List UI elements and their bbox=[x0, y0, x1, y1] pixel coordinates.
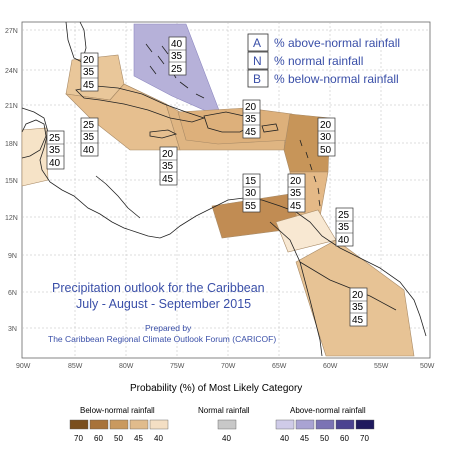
svg-text:35: 35 bbox=[338, 222, 350, 233]
legend-key: B bbox=[253, 72, 261, 86]
lat-tick: 9N bbox=[8, 253, 17, 260]
lat-tick: 6N bbox=[8, 290, 17, 297]
svg-text:40: 40 bbox=[154, 434, 163, 443]
svg-text:45: 45 bbox=[134, 434, 143, 443]
svg-text:20: 20 bbox=[290, 176, 302, 187]
prob-box-guianas: 20 35 45 bbox=[349, 287, 368, 327]
svg-text:50: 50 bbox=[320, 434, 329, 443]
legend-text: % normal rainfall bbox=[274, 54, 363, 68]
lat-tick: 18N bbox=[5, 141, 18, 148]
prob-box-bahamas-north: 40 35 25 bbox=[168, 36, 187, 76]
lat-tick: 15N bbox=[5, 178, 18, 185]
svg-text:70: 70 bbox=[74, 434, 83, 443]
category-legend: A % above-normal rainfall N % normal rai… bbox=[247, 33, 400, 88]
title-line2: July - August - September 2015 bbox=[76, 297, 251, 311]
svg-text:45: 45 bbox=[300, 434, 309, 443]
svg-text:55: 55 bbox=[245, 201, 257, 212]
legend-text: % below-normal rainfall bbox=[274, 72, 399, 86]
svg-text:35: 35 bbox=[245, 114, 257, 125]
above-swatches bbox=[275, 419, 375, 430]
lon-tick: 50W bbox=[420, 363, 435, 370]
svg-text:40: 40 bbox=[49, 158, 61, 169]
svg-text:35: 35 bbox=[290, 188, 302, 199]
lon-tick: 55W bbox=[374, 363, 389, 370]
lon-tick: 65W bbox=[272, 363, 287, 370]
normal-swatch bbox=[217, 419, 237, 430]
legend-title: Probability (%) of Most Likely Category bbox=[130, 383, 302, 394]
svg-text:35: 35 bbox=[352, 302, 364, 313]
latitude-ticks: 27N 24N 21N 18N 15N 12N 9N 6N 3N bbox=[5, 28, 18, 333]
svg-text:35: 35 bbox=[171, 51, 183, 62]
probability-legend: Probability (%) of Most Likely Category … bbox=[69, 383, 375, 443]
below-swatches bbox=[69, 419, 169, 430]
svg-text:45: 45 bbox=[290, 201, 302, 212]
prob-box-windward-islands: 20 35 45 bbox=[287, 173, 306, 213]
svg-text:25: 25 bbox=[338, 210, 350, 221]
svg-text:25: 25 bbox=[171, 64, 183, 75]
svg-text:15: 15 bbox=[245, 176, 257, 187]
lon-tick: 60W bbox=[323, 363, 338, 370]
svg-text:20: 20 bbox=[245, 102, 257, 113]
svg-text:70: 70 bbox=[360, 434, 369, 443]
lon-tick: 70W bbox=[221, 363, 236, 370]
lon-tick: 80W bbox=[119, 363, 134, 370]
prob-box-belize: 25 35 40 bbox=[46, 130, 65, 170]
svg-text:25: 25 bbox=[49, 133, 61, 144]
lat-tick: 21N bbox=[5, 103, 18, 110]
prob-box-central-cuba: 25 35 40 bbox=[80, 117, 99, 157]
svg-text:40: 40 bbox=[222, 434, 231, 443]
svg-text:35: 35 bbox=[49, 145, 61, 156]
legend-key: A bbox=[253, 36, 261, 50]
svg-text:30: 30 bbox=[245, 188, 257, 199]
svg-text:50: 50 bbox=[320, 145, 332, 156]
svg-text:35: 35 bbox=[83, 67, 95, 78]
region-belize bbox=[21, 127, 49, 187]
svg-text:20: 20 bbox=[320, 120, 332, 131]
svg-text:20: 20 bbox=[83, 55, 95, 66]
svg-text:50: 50 bbox=[114, 434, 123, 443]
longitude-ticks: 90W 85W 80W 75W 70W 65W 60W 55W 50W bbox=[16, 363, 435, 370]
svg-text:40: 40 bbox=[280, 434, 289, 443]
title-line1: Precipitation outlook for the Caribbean bbox=[52, 281, 265, 295]
lon-tick: 85W bbox=[68, 363, 83, 370]
lat-tick: 3N bbox=[8, 326, 17, 333]
legend-text: % above-normal rainfall bbox=[274, 36, 400, 50]
svg-text:40: 40 bbox=[338, 235, 350, 246]
prob-box-trinidad: 25 35 40 bbox=[335, 207, 354, 247]
svg-text:20: 20 bbox=[352, 290, 364, 301]
svg-text:45: 45 bbox=[83, 80, 95, 91]
svg-text:45: 45 bbox=[245, 127, 257, 138]
svg-text:35: 35 bbox=[162, 161, 174, 172]
svg-text:45: 45 bbox=[162, 174, 174, 185]
prepared-by: Prepared by bbox=[145, 323, 192, 333]
svg-text:40: 40 bbox=[171, 39, 183, 50]
below-label: Below-normal rainfall bbox=[80, 406, 155, 415]
lat-tick: 24N bbox=[5, 68, 18, 75]
lon-tick: 75W bbox=[170, 363, 185, 370]
prob-box-hispaniola: 20 35 45 bbox=[242, 99, 261, 139]
prob-box-western-cuba: 20 35 45 bbox=[80, 52, 99, 92]
above-label: Above-normal rainfall bbox=[290, 406, 366, 415]
prob-box-jamaica: 20 35 45 bbox=[159, 146, 178, 186]
lat-tick: 12N bbox=[5, 215, 18, 222]
organization: The Caribbean Regional Climate Outlook F… bbox=[48, 334, 276, 344]
svg-text:60: 60 bbox=[94, 434, 103, 443]
svg-text:60: 60 bbox=[340, 434, 349, 443]
legend-key: N bbox=[253, 54, 262, 68]
normal-label: Normal rainfall bbox=[198, 406, 250, 415]
region-hispaniola bbox=[177, 107, 293, 145]
svg-text:30: 30 bbox=[320, 132, 332, 143]
prob-box-caribbean-south: 15 30 55 bbox=[242, 173, 261, 213]
svg-text:40: 40 bbox=[83, 145, 95, 156]
svg-text:20: 20 bbox=[162, 149, 174, 160]
prob-box-leeward-islands: 20 30 50 bbox=[317, 117, 336, 157]
svg-text:45: 45 bbox=[352, 315, 364, 326]
lon-tick: 90W bbox=[16, 363, 31, 370]
svg-text:35: 35 bbox=[83, 132, 95, 143]
svg-text:25: 25 bbox=[83, 120, 95, 131]
probability-boxes: 40 35 25 20 35 45 25 35 40 25 35 40 bbox=[46, 36, 368, 327]
map-title: Precipitation outlook for the Caribbean … bbox=[48, 281, 276, 344]
lat-tick: 27N bbox=[5, 28, 18, 35]
